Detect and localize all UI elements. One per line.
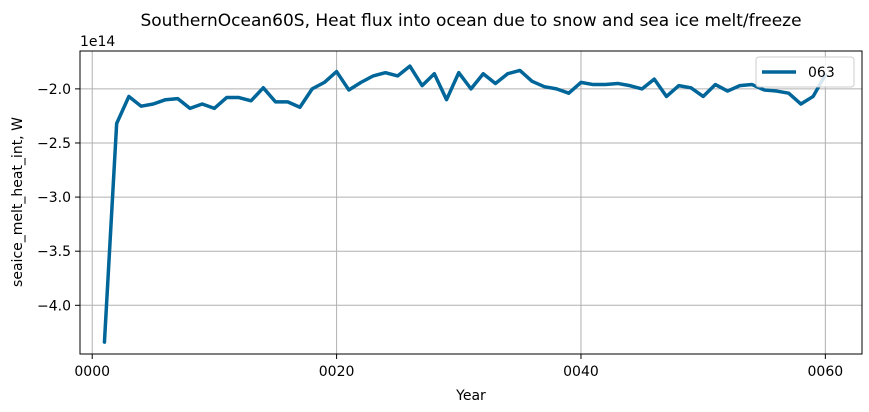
plot-frame	[79, 50, 863, 355]
y-tick-label: −3.5	[37, 244, 71, 260]
legend-label: 063	[808, 65, 835, 81]
legend-box	[755, 56, 855, 88]
x-axis-ticks: 0000 0020 0040 0060	[74, 354, 843, 380]
y-tick-label: −2.0	[37, 82, 71, 98]
y-axis-offset-label: 1e14	[80, 34, 115, 50]
y-tick-label: −4.0	[37, 298, 71, 314]
y-tick-label: −3.0	[37, 190, 71, 206]
y-axis-ticks: −4.0 −3.5 −3.0 −2.5 −2.0	[37, 82, 80, 314]
y-tick-label: −2.5	[37, 136, 71, 152]
chart-title: SouthernOcean60S, Heat flux into ocean d…	[140, 11, 801, 31]
x-tick-label: 0060	[808, 364, 844, 380]
legend: 063	[755, 56, 855, 88]
series-line-063	[102, 64, 828, 344]
grid-lines	[80, 51, 862, 354]
x-axis-label: Year	[455, 388, 486, 404]
y-axis-label: seaice_melt_heat_int, W	[10, 117, 26, 287]
x-tick-label: 0020	[319, 364, 355, 380]
x-tick-label: 0000	[74, 364, 110, 380]
x-tick-label: 0040	[563, 364, 599, 380]
series-group	[102, 64, 828, 344]
